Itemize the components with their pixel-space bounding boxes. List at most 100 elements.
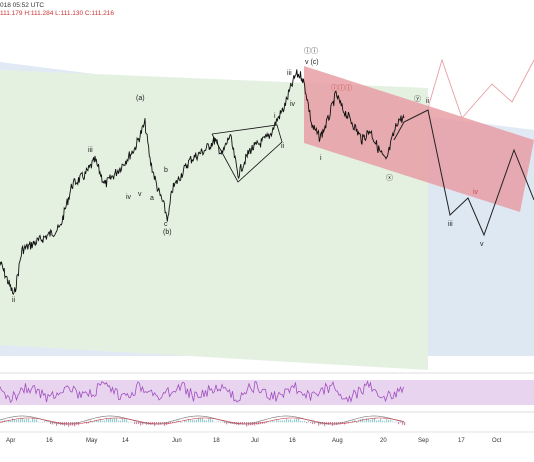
macd-bar (354, 420, 356, 423)
wave-label: (b) (163, 229, 172, 236)
macd-bar (44, 420, 46, 423)
macd-bar (126, 419, 128, 423)
wave-label: i (320, 155, 322, 162)
macd-bar (274, 421, 276, 423)
macd-bar (10, 420, 12, 423)
wave-label: iii (448, 221, 453, 228)
macd-bar (124, 419, 126, 423)
macd-bar (224, 422, 226, 424)
macd-bar (172, 422, 174, 424)
macd-bar (310, 422, 312, 423)
macd-bar (168, 422, 170, 425)
macd-bar (266, 422, 268, 424)
wave-label: ⓧ (386, 174, 393, 182)
wave-label: iv (473, 189, 479, 196)
wave-label: v (c) (305, 59, 319, 66)
macd-bar (188, 419, 190, 423)
triangle-pattern (211, 124, 283, 183)
macd-bar (318, 422, 320, 426)
macd-bar (134, 422, 136, 425)
macd-bar (56, 422, 58, 426)
macd-bar (382, 420, 384, 423)
macd-bar (176, 420, 178, 423)
macd-bar (398, 422, 400, 425)
macd-bar (314, 422, 316, 424)
macd-bar (194, 420, 196, 423)
macd-bar (390, 420, 392, 423)
macd-bar (108, 418, 110, 423)
wave-label: ii (281, 143, 285, 150)
macd-bar (296, 418, 298, 423)
macd-bar (186, 420, 188, 423)
macd-bar (50, 422, 52, 425)
macd-bar (396, 421, 398, 423)
wave-label: ⓘⓘⓘ (331, 84, 352, 92)
macd-bar (208, 418, 210, 423)
macd-bar (312, 422, 314, 425)
macd-bar (384, 421, 386, 423)
macd-bar (112, 418, 114, 423)
macd-bar (190, 420, 192, 423)
macd-bar (130, 421, 132, 423)
macd-bar (36, 419, 38, 423)
macd-bar (196, 419, 198, 423)
macd-bar (120, 420, 122, 423)
macd-bar (86, 422, 88, 424)
macd-bar (106, 417, 108, 423)
macd-bar (358, 420, 360, 423)
macd-bar (90, 420, 92, 423)
macd-bar (374, 417, 376, 423)
macd-bar (356, 422, 358, 423)
macd-bar (200, 417, 202, 423)
x-tick-label: Jul (251, 438, 259, 444)
x-tick-label: 16 (46, 438, 53, 444)
macd-bar (76, 422, 78, 425)
projection-red (427, 58, 534, 119)
red-channel (304, 66, 534, 212)
macd-bar (206, 420, 208, 423)
macd-bar (304, 420, 306, 423)
macd-bar (308, 420, 310, 423)
macd-bar (288, 419, 290, 423)
x-tick-label: Sep (418, 438, 429, 444)
macd-bar (362, 418, 364, 423)
macd-bar (400, 422, 402, 423)
macd-bar (264, 422, 266, 424)
macd-bar (284, 420, 286, 423)
macd-bar (202, 417, 204, 423)
macd-bar (210, 418, 212, 423)
macd-bar (118, 420, 120, 423)
macd-bar (198, 417, 200, 423)
macd-bar (242, 422, 244, 425)
macd-bar (136, 422, 138, 425)
macd-bar (6, 421, 8, 423)
wave-label: iii (88, 147, 93, 154)
macd-bar (122, 418, 124, 423)
macd-bar (94, 420, 96, 423)
wave-label: ii (12, 297, 16, 304)
macd-bar (378, 420, 380, 423)
macd-bar (272, 421, 274, 423)
macd-bar (282, 420, 284, 423)
x-tick-label: 16 (289, 438, 296, 444)
macd-bar (116, 417, 118, 423)
macd-bar (348, 422, 350, 423)
macd-bar (360, 419, 362, 423)
macd-bar (32, 418, 34, 423)
macd-bar (12, 418, 14, 423)
x-tick-label: Oct (492, 438, 502, 444)
macd-bar (368, 418, 370, 423)
macd-bar (222, 421, 224, 423)
macd-bar (262, 422, 264, 424)
wave-label: b (164, 167, 168, 174)
wave-label: iii (287, 70, 292, 77)
wave-label: ⓨ (414, 95, 421, 103)
macd-bar (226, 422, 228, 425)
macd-bar (138, 422, 140, 424)
x-tick-label: May (86, 438, 97, 444)
macd-bar (386, 419, 388, 423)
macd-bar (24, 419, 26, 423)
x-tick-label: 14 (122, 438, 129, 444)
macd-bar (52, 422, 54, 425)
